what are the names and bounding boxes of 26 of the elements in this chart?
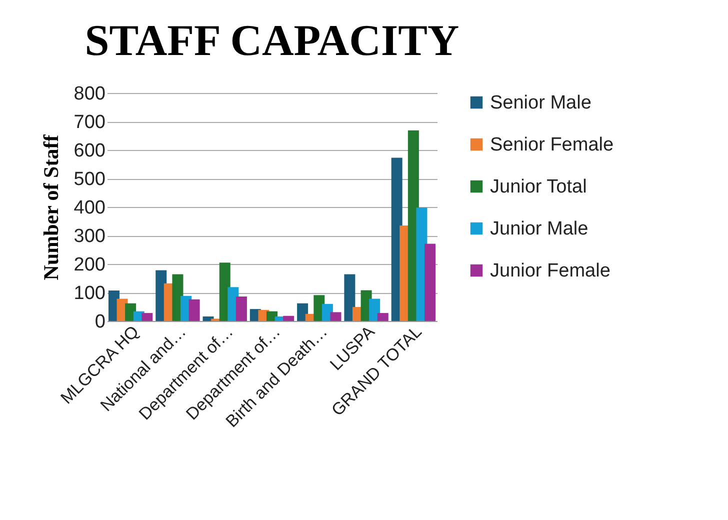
bar	[236, 296, 247, 321]
legend-label: Junior Male	[490, 218, 588, 240]
chart-title: STAFF CAPACITY	[84, 16, 460, 65]
bar	[344, 274, 356, 321]
y-tick-label: 600	[74, 140, 106, 162]
y-tick-label: 200	[74, 254, 106, 276]
legend-label: Senior Female	[490, 134, 614, 156]
legend-label: Senior Male	[490, 92, 592, 114]
bar	[377, 313, 388, 321]
y-axis-title: Number of Staff	[38, 134, 63, 280]
bar	[142, 313, 153, 321]
y-tick-label: 700	[74, 112, 106, 133]
y-tick-label: 300	[74, 226, 106, 247]
bar	[424, 244, 436, 321]
bar	[188, 299, 200, 321]
y-tick-label: 500	[74, 169, 106, 190]
bar	[297, 303, 308, 321]
legend-label: Junior Female	[490, 260, 610, 282]
bar	[369, 298, 380, 321]
y-tick-label: 400	[74, 198, 106, 218]
bar	[283, 316, 294, 321]
legend-label: Junior Total	[490, 176, 587, 198]
y-tick-label: 0	[94, 312, 106, 332]
y-tick-label: 100	[74, 283, 106, 304]
y-tick-label: 800	[74, 84, 106, 104]
bar	[330, 312, 342, 321]
